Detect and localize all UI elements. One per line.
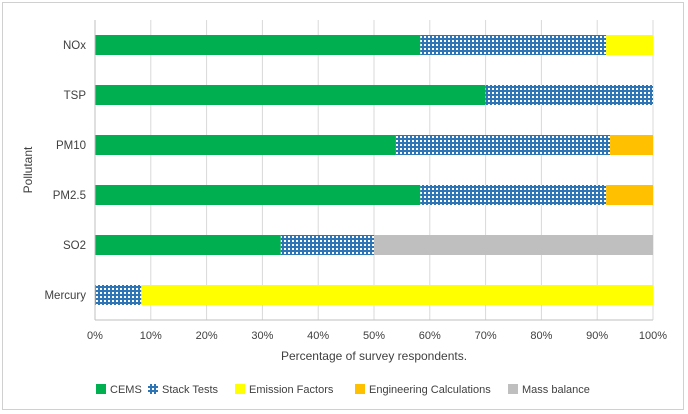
x-tick-label: 0% bbox=[87, 330, 103, 342]
x-tick-label: 60% bbox=[419, 330, 441, 342]
bar-mercury-emission-factors bbox=[141, 285, 653, 305]
legend-label-stack-tests: Stack Tests bbox=[162, 384, 219, 396]
legend-swatch-emission-factors bbox=[235, 384, 245, 394]
bar-mercury-stack-tests bbox=[95, 285, 142, 305]
legend-label-engineering-calculations: Engineering Calculations bbox=[369, 384, 491, 396]
y-tick-label: SO2 bbox=[63, 240, 86, 252]
bar-nox-emission-factors bbox=[606, 35, 653, 55]
bar-pm2-5-engineering-calculations bbox=[606, 185, 653, 205]
y-tick-label: Mercury bbox=[44, 290, 86, 302]
legend-swatch-engineering-calculations bbox=[355, 384, 365, 394]
bar-nox-cems bbox=[95, 35, 421, 55]
legend-label-emission-factors: Emission Factors bbox=[249, 384, 334, 396]
x-tick-label: 50% bbox=[363, 330, 385, 342]
legend-label-mass-balance: Mass balance bbox=[522, 384, 590, 396]
chart-frame bbox=[2, 2, 684, 410]
legend-swatch-stack-tests bbox=[148, 384, 158, 394]
gridlines bbox=[94, 20, 654, 320]
legend-label-cems: CEMS bbox=[110, 384, 142, 396]
x-tick-label: 40% bbox=[307, 330, 329, 342]
legend: CEMS Stack Tests Emission Factors Engineeri… bbox=[96, 384, 590, 396]
legend-swatch-mass-balance bbox=[508, 384, 518, 394]
y-tick-label: PM10 bbox=[56, 140, 86, 152]
y-tick-label: TSP bbox=[64, 90, 87, 102]
bar-pm10-cems bbox=[95, 135, 396, 155]
bar-so2-mass-balance bbox=[374, 235, 653, 255]
bars bbox=[95, 35, 653, 305]
bar-nox-stack-tests bbox=[420, 35, 607, 55]
y-tick-label: PM2.5 bbox=[53, 190, 86, 202]
bar-pm10-stack-tests bbox=[395, 135, 611, 155]
legend-swatch-cems bbox=[96, 384, 106, 394]
bar-tsp-stack-tests bbox=[485, 85, 653, 105]
y-axis-title: Pollutant bbox=[21, 146, 35, 193]
x-tick-label: 100% bbox=[639, 330, 667, 342]
axes: 0% 10% 20% 30% 40% 50% 60% 70% 80% 90% 100% NOx TSP P… bbox=[21, 20, 667, 363]
y-tick-label: NOx bbox=[63, 40, 86, 52]
x-axis-title: Percentage of survey respondents. bbox=[281, 349, 467, 363]
x-tick-label: 70% bbox=[475, 330, 497, 342]
bar-pm2-5-stack-tests bbox=[420, 185, 607, 205]
bar-so2-cems bbox=[95, 235, 281, 255]
bar-tsp-cems bbox=[95, 85, 486, 105]
x-tick-label: 30% bbox=[251, 330, 273, 342]
x-tick-label: 80% bbox=[530, 330, 552, 342]
x-tick-label: 10% bbox=[140, 330, 162, 342]
x-tick-label: 90% bbox=[586, 330, 608, 342]
bar-pm10-engineering-calculations bbox=[610, 135, 653, 155]
x-tick-label: 20% bbox=[196, 330, 218, 342]
bar-so2-stack-tests bbox=[280, 235, 374, 255]
bar-pm2-5-cems bbox=[95, 185, 421, 205]
